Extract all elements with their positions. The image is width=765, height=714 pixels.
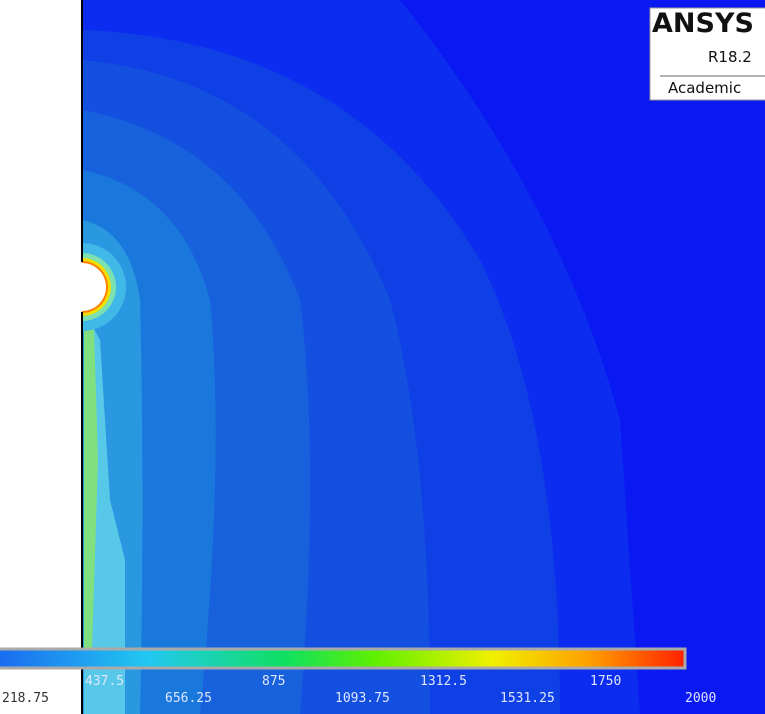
logo-edition: Academic [668,79,741,97]
color-bar-label: 656.25 [165,691,212,706]
color-bar-label: 1312.5 [420,674,467,689]
color-bar-label: 1531.25 [500,691,555,706]
color-bar-label: 2000 [685,691,716,706]
color-bar [0,647,687,670]
color-bar-label: 437.5 [85,674,124,689]
color-bar-label: 1093.75 [335,691,390,706]
color-bar-labels: 437.5 875 1312.5 1750 218.75 656.25 1093.75 153… [2,674,716,706]
color-bar-label: 1750 [590,674,621,689]
logo-brand: ANSYS [652,8,754,39]
logo-version: R18.2 [708,48,752,66]
logo: ANSYS R18.2 Academic [649,7,765,101]
color-bar-label: 218.75 [2,691,49,706]
color-bar-label: 875 [262,674,285,689]
